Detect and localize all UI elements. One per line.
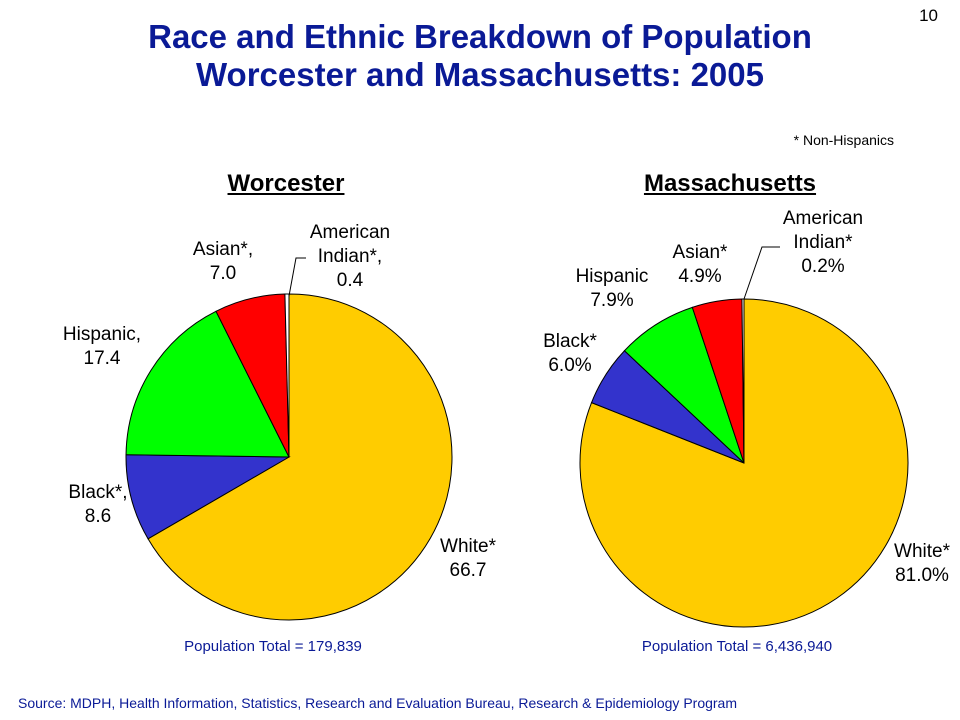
massachusetts-population-total: Population Total = 6,436,940 <box>641 638 833 655</box>
worcester-hispanic-slice <box>125 310 290 458</box>
page-number: 10 <box>919 6 938 25</box>
massachusetts-asian-label: Asian* 4.9% <box>673 242 729 287</box>
massachusetts-chart-title: Massachusetts <box>643 170 817 197</box>
worcester-white-slice <box>147 293 453 621</box>
worcester-white-label: White* 66.7 <box>440 536 497 581</box>
worcester-black-label: Black*, 8.6 <box>68 482 127 527</box>
slide-title: Race and Ethnic Breakdown of Population … <box>40 18 920 94</box>
worcester-american-indian-label: American Indian*, 0.4 <box>310 222 390 291</box>
massachusetts-black-label: Black* 6.0% <box>543 331 597 376</box>
title-line-2: Worcester and Massachusetts: 2005 <box>196 56 764 93</box>
massachusetts-american-indian-slice <box>741 298 745 464</box>
worcester-american-indian-leader-line <box>288 257 306 297</box>
massachusetts-american-indian-leader-line <box>743 246 780 300</box>
worcester-black-slice <box>125 454 291 540</box>
massachusetts-white-slice <box>579 298 909 628</box>
worcester-chart-title: Worcester <box>227 170 345 197</box>
worcester-population-total: Population Total = 179,839 <box>184 638 362 655</box>
massachusetts-american-indian-label: American Indian* 0.2% <box>783 208 863 277</box>
worcester-hispanic-label: Hispanic, 17.4 <box>63 324 141 369</box>
title-line-1: Race and Ethnic Breakdown of Population <box>148 18 812 55</box>
source-note: Source: MDPH, Health Information, Statis… <box>18 695 738 711</box>
worcester-asian-label: Asian*, 7.0 <box>193 239 253 284</box>
massachusetts-white-label: White* 81.0% <box>894 541 951 586</box>
massachusetts-hispanic-label: Hispanic 7.9% <box>576 266 649 311</box>
non-hispanic-footnote: * Non-Hispanics <box>793 132 894 148</box>
